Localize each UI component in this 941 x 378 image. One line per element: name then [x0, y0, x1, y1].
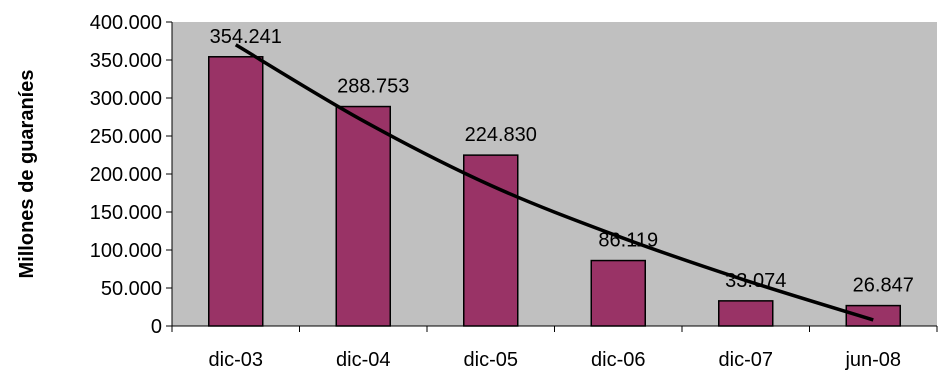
- x-tick-label: jun-08: [844, 349, 901, 371]
- y-tick-label: 300.000: [90, 88, 162, 110]
- y-tick-label: 250.000: [90, 126, 162, 148]
- y-tick-label: 350.000: [90, 50, 162, 72]
- y-tick-label: 0: [151, 316, 162, 338]
- bar-dic-04: [335, 105, 391, 327]
- x-tick-label: dic-07: [719, 349, 773, 371]
- data-label: 33.074: [725, 270, 786, 292]
- data-label: 288.753: [337, 76, 409, 98]
- y-tick-label: 200.000: [90, 164, 162, 186]
- y-tick-label: 50.000: [101, 278, 162, 300]
- x-tick-label: dic-05: [464, 349, 518, 371]
- x-tick-label: dic-03: [209, 349, 263, 371]
- x-tick-label: dic-06: [591, 349, 645, 371]
- y-tick-label: 400.000: [90, 12, 162, 34]
- data-label: 354.241: [210, 26, 282, 48]
- y-tick-label: 150.000: [90, 202, 162, 224]
- plot-area: [172, 22, 937, 326]
- data-label: 26.847: [853, 275, 914, 297]
- bar-dic-07: [718, 300, 774, 327]
- trendline: [234, 43, 874, 322]
- bar-dic-05: [463, 154, 519, 327]
- data-label: 224.830: [465, 124, 537, 146]
- bar-dic-06: [590, 259, 646, 327]
- y-axis-title: Millones de guaraníes: [16, 70, 38, 279]
- x-tick-label: dic-04: [336, 349, 390, 371]
- bar-dic-03: [208, 56, 264, 327]
- y-tick-label: 100.000: [90, 240, 162, 262]
- data-label: 86.119: [598, 230, 658, 252]
